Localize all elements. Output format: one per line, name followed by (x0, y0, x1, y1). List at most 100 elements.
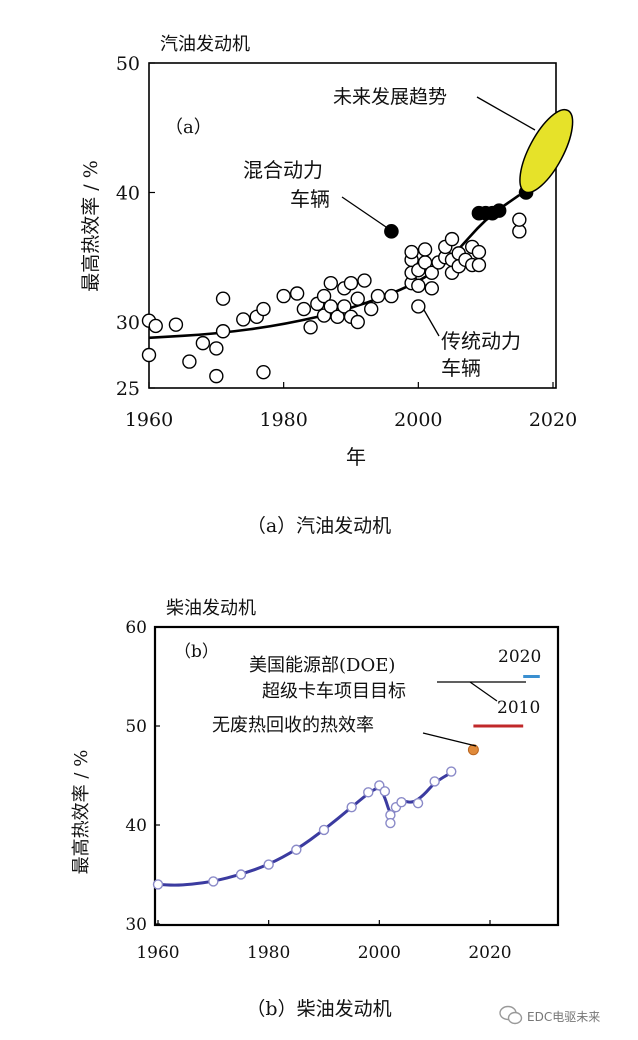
chart-a-conventional-point (411, 299, 426, 314)
chart-a-conventional-point (384, 288, 399, 304)
chart-a-y-tick-label: 25 (116, 378, 140, 400)
chart-b-data-marker (235, 869, 247, 880)
chart-b-data-marker (152, 879, 164, 890)
chart-b-data-marker (446, 766, 457, 777)
chart-a-leader-hybrid (341, 196, 387, 228)
chart-a-conventional-point (236, 312, 251, 327)
chart-a-conventional-point (303, 320, 318, 335)
chart-a-conventional-point (182, 354, 197, 369)
watermark-text: EDC电驱未来 (527, 1010, 600, 1024)
chart-b-data-marker (318, 824, 330, 836)
chart-a-y-tick-label: 40 (116, 183, 140, 205)
chart-a-conventional-point (296, 301, 312, 317)
chart-a-hybrid-point (491, 203, 507, 218)
chart-b-data-marker (208, 876, 219, 887)
chart-a-conventional-point (337, 299, 352, 314)
chart-a-ylabel: 最高热效率 / % (80, 160, 102, 292)
chart-b-x-tick-label: 2000 (358, 943, 401, 963)
chart-b-y-tick-label: 40 (125, 816, 147, 836)
chart-a-conventional-point (195, 335, 211, 351)
chart-a-conventional-point (148, 318, 163, 334)
chart-a-conventional-point (276, 288, 291, 304)
chart-a-conventional-point (404, 244, 419, 260)
chart-a-future-trend-ellipse (519, 108, 574, 194)
chart-a-y-tick-label: 30 (116, 312, 140, 334)
chart-b-y-tick-label: 50 (125, 717, 147, 737)
chart-b-x-tick-label: 1980 (247, 943, 290, 963)
chart-a-y-ticks: 25 30 40 50 (116, 53, 155, 400)
chart-b-frame (153, 625, 560, 927)
chart-a-conventional-point (350, 291, 365, 306)
chart-a-annotation-conventional-line2: 车辆 (441, 356, 481, 380)
chart-a-conventional-point (471, 244, 487, 260)
chart-a-conventional-point (350, 314, 365, 330)
chart-a-x-tick-label: 1980 (259, 409, 307, 431)
chart-b-caption: （b）柴油发动机 (246, 998, 391, 1020)
watermark: EDC电驱未来 (499, 1005, 600, 1025)
chart-a-annotation-hybrid-line1: 混合动力 (243, 158, 323, 182)
chart-a-conventional-point (256, 364, 271, 380)
chart-a-xlabel: 年 (346, 445, 366, 469)
chart-a-conventional-point (357, 273, 372, 288)
chart-b-y-tick-label: 60 (125, 618, 147, 638)
chart-a-conventional-point (209, 368, 224, 384)
panel-b: 柴油发动机 （b） 30 40 50 60 1960 1980 2000 2020 最高热效… (71, 598, 560, 1020)
chart-b-efficiency-line (157, 771, 453, 887)
panel-a: 汽油发动机 （a） 25 30 40 50 1960 1980 2000 2020 年 最高… (80, 34, 577, 537)
chart-b-data-markers (152, 766, 457, 890)
chart-b-data-marker (385, 817, 396, 829)
chart-a-leader-future (476, 96, 536, 131)
chart-a-conventional-point (289, 286, 305, 301)
chart-a-hybrid-point (384, 224, 399, 239)
chart-a-y-tick-label: 50 (116, 53, 140, 75)
chart-a-conventional-point (316, 288, 332, 304)
chart-a-x-tick-label: 1960 (125, 409, 173, 431)
chart-a-x-tick-label: 2000 (394, 409, 442, 431)
chart-b-data-marker (363, 787, 374, 798)
chart-a-frame (148, 62, 557, 389)
chart-b-x-tick-label: 1960 (136, 943, 179, 963)
chart-b-x-tick-label: 2020 (468, 943, 511, 963)
chart-a-x-ticks: 1960 1980 2000 2020 (125, 382, 577, 431)
chart-a-conventional-point (209, 341, 224, 356)
chart-a-conventional-point (256, 301, 271, 317)
chart-b-y-tick-label: 30 (125, 915, 147, 935)
chart-a-conventional-point (512, 212, 527, 227)
chart-a-conventional-points (141, 212, 527, 384)
chart-a-conventional-point (424, 265, 439, 280)
chart-a-panel-label: （a） (165, 117, 212, 138)
chart-a-conventional-point (343, 275, 359, 291)
chart-b-leader-waste-heat (422, 732, 477, 747)
chart-a-conventional-point (323, 275, 338, 291)
chart-a-conventional-point (417, 242, 433, 257)
chart-b-waste-heat-point (467, 744, 479, 756)
chart-b-y-ticks: 30 40 50 60 (125, 618, 160, 935)
chart-a-annotation-conventional-line1: 传统动力 (441, 329, 521, 353)
chart-a-conventional-point (364, 301, 379, 317)
chart-b-target-2020-label: 2020 (498, 647, 541, 667)
chart-b-data-marker (429, 776, 440, 787)
chart-a-x-tick-label: 2020 (529, 409, 577, 431)
chart-a-conventional-point (215, 291, 231, 306)
chart-b-annotation-doe-line2: 超级卡车项目目标 (262, 681, 406, 702)
chart-b-data-marker (263, 859, 274, 870)
chart-a-title: 汽油发动机 (160, 34, 250, 55)
chart-a-annotation-hybrid-line2: 车辆 (290, 187, 330, 211)
chart-a-caption: （a）汽油发动机 (247, 515, 391, 537)
chart-a-conventional-point (444, 231, 460, 247)
chart-a-conventional-point (215, 324, 231, 339)
chart-b-annotation-waste-heat: 无废热回收的热效率 (212, 715, 374, 736)
chart-b-ylabel: 最高热效率 / % (71, 750, 92, 875)
chart-a-conventional-point (411, 278, 426, 293)
wechat-icon (499, 1005, 523, 1025)
chart-a-conventional-point (471, 257, 487, 273)
chart-a-conventional-point (141, 347, 157, 363)
chart-b-x-ticks: 1960 1980 2000 2020 (136, 920, 512, 963)
chart-a-conventional-point (370, 288, 386, 304)
chart-a-conventional-point (168, 317, 184, 332)
chart-b-data-marker (291, 844, 302, 855)
chart-a-hybrid-points (384, 185, 534, 239)
chart-b-data-marker (379, 786, 391, 797)
chart-b-data-marker (412, 798, 424, 809)
chart-a-leader-conventional (423, 309, 440, 337)
